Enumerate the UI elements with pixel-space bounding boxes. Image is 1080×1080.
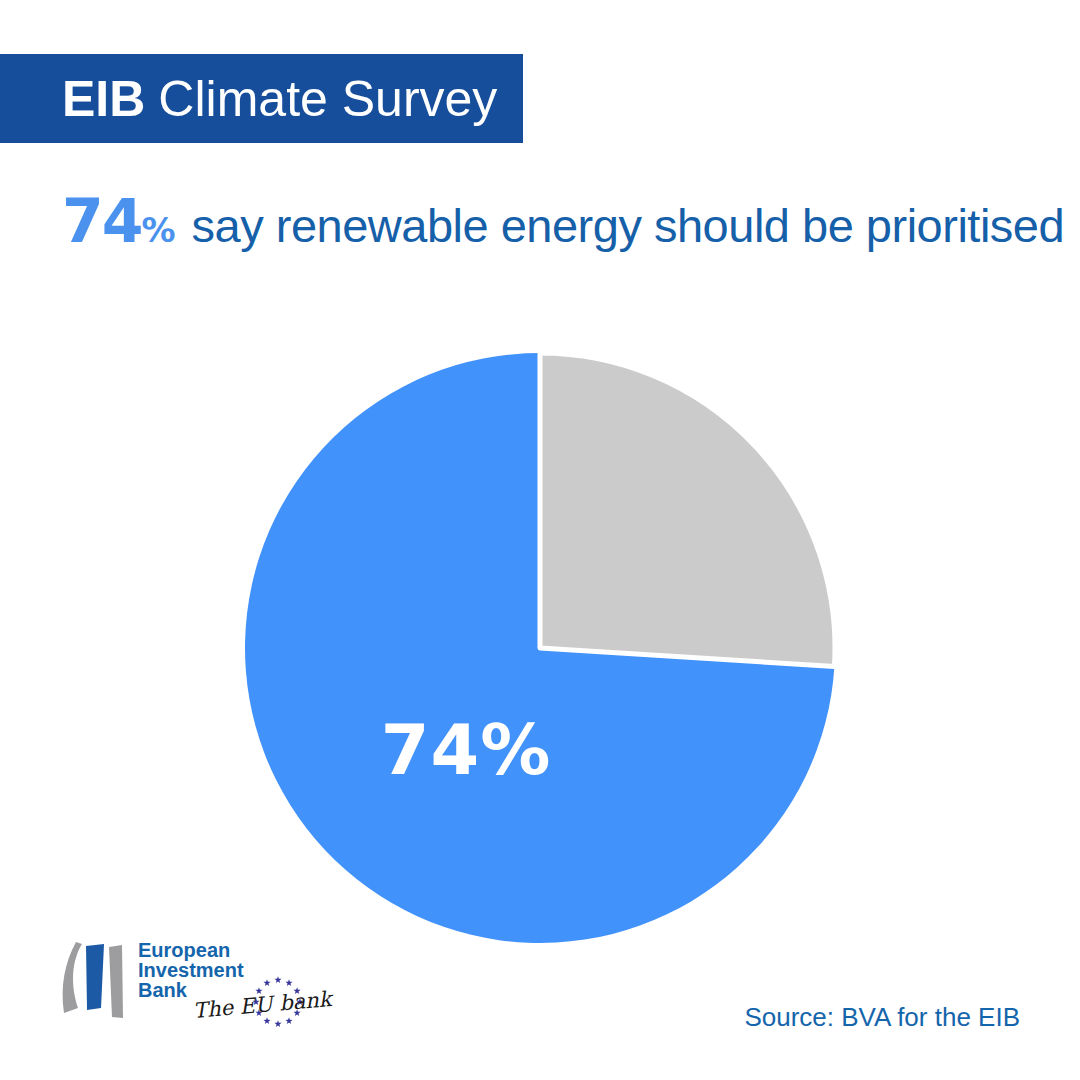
headline-stat-suffix: % — [142, 210, 176, 250]
logo-line-investment: Investment — [138, 960, 244, 980]
eib-logo-wordmark: European Investment Bank — [138, 940, 244, 1000]
headline-stat: 74 — [62, 186, 142, 256]
headline: 74% say renewable energy should be prior… — [62, 186, 1064, 256]
banner-brand: EIB — [62, 71, 145, 127]
title-banner: EIBClimate Survey — [0, 54, 523, 143]
banner-title: Climate Survey — [158, 71, 497, 127]
logo-line-european: European — [138, 940, 244, 960]
chart-and-logo-art: 74% — [0, 0, 1080, 1080]
headline-text: say renewable energy should be prioritis… — [192, 198, 1065, 253]
source-attribution: Source: BVA for the EIB — [744, 1002, 1020, 1033]
infographic-canvas: 74% EIBClimate Survey 74% say renewable … — [0, 0, 1080, 1080]
banner-text: EIBClimate Survey — [62, 70, 497, 128]
pie-slice-other — [540, 353, 835, 667]
pie-slice-label: 74% — [381, 709, 552, 791]
eib-logo-bars-icon — [63, 942, 123, 1018]
